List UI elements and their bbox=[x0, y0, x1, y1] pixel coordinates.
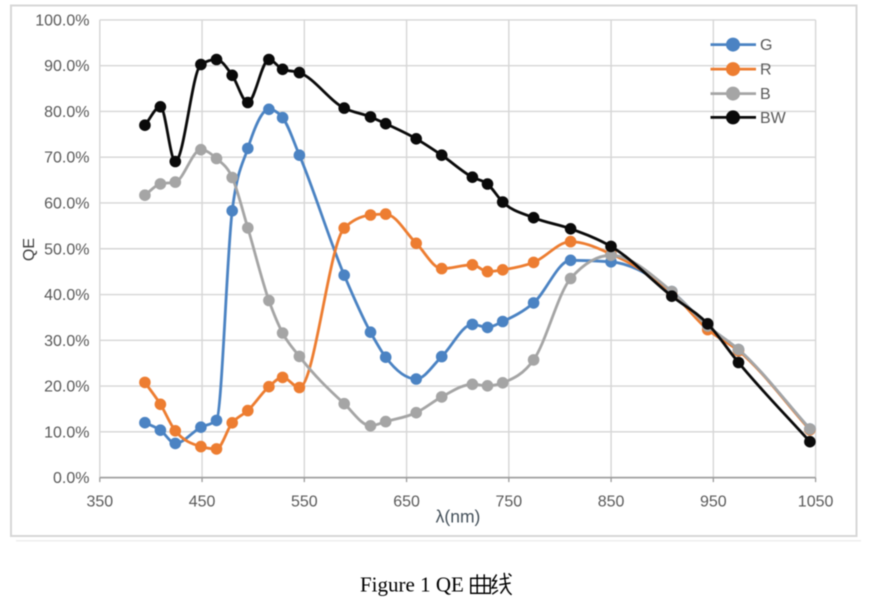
svg-text:R: R bbox=[760, 62, 772, 79]
svg-text:QE: QE bbox=[21, 238, 38, 261]
svg-text:0.0%: 0.0% bbox=[53, 470, 89, 487]
svg-text:750: 750 bbox=[495, 494, 522, 511]
svg-text:450: 450 bbox=[189, 494, 216, 511]
svg-text:350: 350 bbox=[86, 494, 113, 511]
svg-text:950: 950 bbox=[700, 494, 727, 511]
svg-text:20.0%: 20.0% bbox=[44, 379, 89, 396]
svg-text:650: 650 bbox=[393, 494, 420, 511]
svg-text:BW: BW bbox=[760, 110, 787, 127]
svg-text:850: 850 bbox=[598, 494, 625, 511]
svg-text:50.0%: 50.0% bbox=[44, 241, 89, 258]
svg-text:90.0%: 90.0% bbox=[44, 58, 89, 75]
svg-text:30.0%: 30.0% bbox=[44, 333, 89, 350]
svg-text:1050: 1050 bbox=[798, 494, 834, 511]
svg-text:80.0%: 80.0% bbox=[44, 104, 89, 121]
svg-text:40.0%: 40.0% bbox=[44, 287, 89, 304]
svg-text:550: 550 bbox=[291, 494, 318, 511]
svg-text:Figure 1 QE: Figure 1 QE bbox=[360, 573, 464, 597]
svg-text:λ(nm): λ(nm) bbox=[436, 507, 481, 527]
svg-text:70.0%: 70.0% bbox=[44, 150, 89, 167]
svg-text:100.0%: 100.0% bbox=[35, 12, 89, 29]
svg-text:60.0%: 60.0% bbox=[44, 196, 89, 213]
svg-text:B: B bbox=[760, 86, 771, 103]
svg-text:G: G bbox=[760, 37, 772, 54]
svg-text:10.0%: 10.0% bbox=[44, 424, 89, 441]
